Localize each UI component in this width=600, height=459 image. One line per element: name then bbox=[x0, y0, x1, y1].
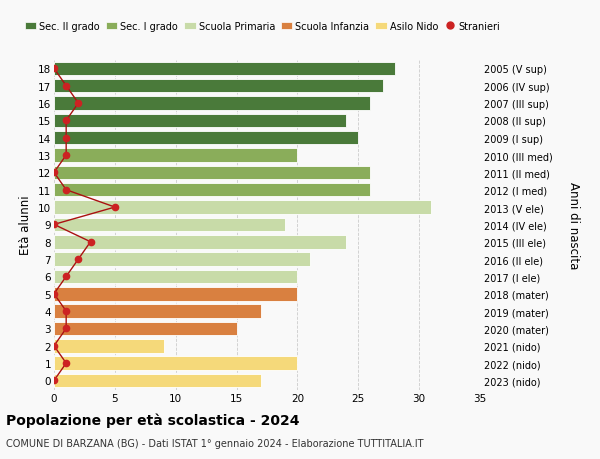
Y-axis label: Anni di nascita: Anni di nascita bbox=[567, 181, 580, 269]
Bar bbox=[54, 97, 370, 111]
Bar bbox=[54, 166, 370, 180]
Bar bbox=[54, 287, 298, 301]
Bar bbox=[54, 149, 298, 162]
Legend: Sec. II grado, Sec. I grado, Scuola Primaria, Scuola Infanzia, Asilo Nido, Stran: Sec. II grado, Sec. I grado, Scuola Prim… bbox=[25, 22, 500, 32]
Bar bbox=[54, 184, 370, 197]
Text: COMUNE DI BARZANA (BG) - Dati ISTAT 1° gennaio 2024 - Elaborazione TUTTITALIA.IT: COMUNE DI BARZANA (BG) - Dati ISTAT 1° g… bbox=[6, 438, 424, 448]
Bar bbox=[54, 218, 285, 232]
Bar bbox=[54, 374, 261, 387]
Bar bbox=[54, 270, 298, 284]
Text: Popolazione per età scolastica - 2024: Popolazione per età scolastica - 2024 bbox=[6, 413, 299, 428]
Bar bbox=[54, 339, 164, 353]
Bar bbox=[54, 80, 383, 93]
Bar bbox=[54, 114, 346, 128]
Bar bbox=[54, 322, 236, 336]
Bar bbox=[54, 201, 431, 214]
Y-axis label: Età alunni: Età alunni bbox=[19, 195, 32, 255]
Bar bbox=[54, 62, 395, 76]
Bar bbox=[54, 357, 298, 370]
Bar bbox=[54, 132, 358, 145]
Bar bbox=[54, 305, 261, 318]
Bar bbox=[54, 235, 346, 249]
Bar bbox=[54, 253, 310, 266]
